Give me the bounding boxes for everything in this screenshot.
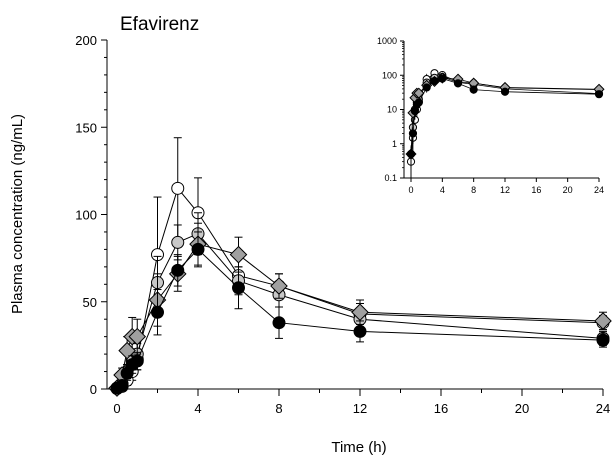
x-tick-label: 4: [194, 401, 201, 416]
inset-y-tick-label: 10: [387, 105, 397, 115]
inset-y-tick-label: 0.1: [384, 173, 397, 183]
x-tick-label: 0: [113, 401, 120, 416]
data-point: [171, 235, 185, 249]
inset-x-tick-label: 24: [594, 185, 604, 195]
series-circle-filled: [110, 231, 610, 395]
inset-y-tick-label: 1: [392, 139, 397, 149]
x-tick-label: 20: [515, 401, 529, 416]
data-point: [118, 341, 136, 360]
y-tick-label: 0: [90, 382, 97, 397]
inset-series-circle-filled: [406, 74, 604, 168]
inset-data-point: [406, 149, 416, 159]
inset-x-tick-label: 4: [440, 185, 445, 195]
y-tick-label: 50: [83, 295, 97, 310]
y-tick-label: 200: [75, 33, 97, 48]
series-line: [116, 187, 604, 389]
series-diamond-gray: [108, 222, 612, 397]
x-tick-label: 16: [434, 401, 448, 416]
inset-data-point: [594, 90, 604, 99]
y-tick-label: 150: [75, 120, 97, 135]
data-point: [270, 277, 288, 295]
data-point: [596, 333, 610, 347]
inset-plot-area: 0.1 1 10 100 1000 0 4 8 12 16 20 24: [377, 36, 605, 195]
inset-data-point: [408, 129, 418, 138]
inset-data-point: [500, 87, 510, 96]
y-axis-title: Plasma concentration (ng/mL): [9, 114, 26, 314]
data-point: [232, 281, 245, 295]
x-tick-label: 24: [596, 401, 610, 416]
data-point: [171, 263, 185, 277]
inset-data-point: [469, 85, 478, 94]
x-tick-label: 12: [353, 401, 367, 416]
data-point: [151, 305, 164, 319]
data-point: [351, 303, 369, 322]
data-point: [130, 354, 144, 368]
data-point: [171, 181, 185, 195]
x-axis-title: Time (h): [331, 439, 386, 456]
inset-data-point: [414, 98, 423, 107]
inset-x-tick-label: 12: [500, 185, 510, 195]
inset-data-point: [453, 79, 463, 88]
data-point: [229, 245, 248, 264]
inset-y-tick-label: 1000: [377, 36, 397, 46]
data-point: [272, 316, 286, 330]
data-point: [353, 324, 367, 338]
inset-x-tick-label: 0: [408, 185, 413, 195]
y-tick-label: 100: [75, 208, 97, 223]
data-point: [128, 327, 147, 346]
data-point: [594, 312, 612, 330]
chart-title: Efavirenz: [120, 14, 199, 35]
inset-data-point: [438, 74, 447, 83]
data-point: [115, 379, 129, 393]
inset-data-point: [422, 83, 431, 92]
inset-data-point: [413, 87, 425, 99]
inset-x-tick-label: 16: [531, 185, 541, 195]
data-point: [191, 242, 205, 256]
series-circle-open: [110, 137, 610, 395]
inset-x-tick-label: 8: [471, 185, 476, 195]
x-tick-label: 8: [275, 401, 282, 416]
inset-y-tick-label: 100: [382, 70, 397, 80]
inset-data-point: [430, 76, 439, 86]
inset-x-tick-label: 20: [563, 185, 573, 195]
